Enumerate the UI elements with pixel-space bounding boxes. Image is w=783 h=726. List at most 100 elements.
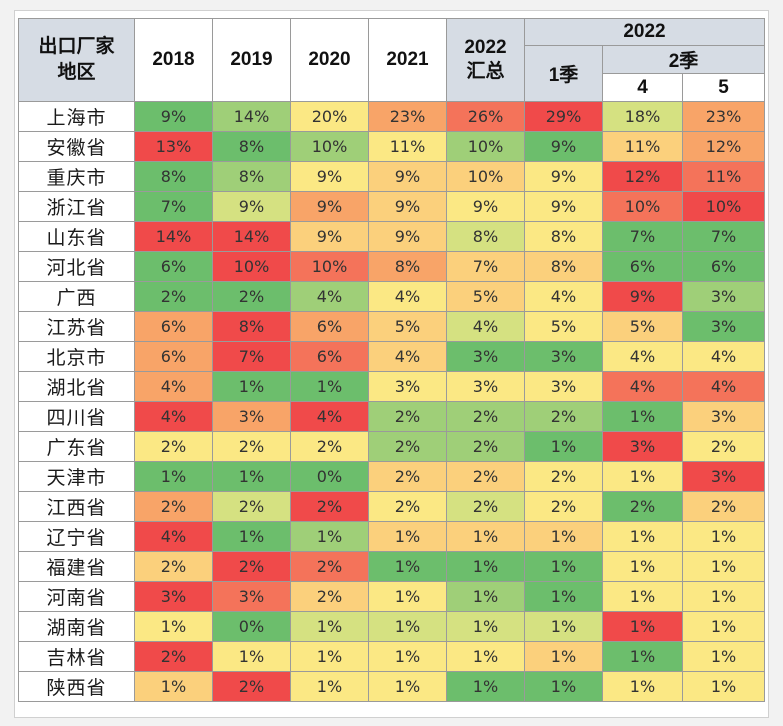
value-cell: 3% [212,581,291,612]
summary-header-line2: 汇总 [466,61,505,82]
region-cell: 安徽省 [18,131,135,162]
table-row: 湖南省 1% 0% 1% 1% 1% 1% 1% 1% [18,611,766,642]
value-cell: 1% [212,371,291,402]
table-row: 安徽省 13% 8% 10% 11% 10% 9% 11% 12% [18,131,766,162]
value-cell: 1% [446,551,525,582]
region-cell: 福建省 [18,551,135,582]
value-cell: 10% [290,131,369,162]
q1-header: 1季 [524,45,603,102]
value-cell: 6% [134,251,213,282]
region-cell: 北京市 [18,341,135,372]
summary-2022-header: 2022 汇总 [446,18,525,102]
value-cell: 1% [602,401,683,432]
value-cell: 5% [524,311,603,342]
value-cell: 6% [681,251,766,282]
table-row: 河南省 3% 3% 2% 1% 1% 1% 1% 1% [18,581,766,612]
value-cell: 2% [212,671,291,702]
value-cell: 1% [602,551,683,582]
value-cell: 8% [212,131,291,162]
table-row: 陕西省 1% 2% 1% 1% 1% 1% 1% 1% [18,671,766,702]
value-cell: 1% [524,551,603,582]
value-cell: 6% [134,311,213,342]
value-cell: 1% [212,641,291,672]
region-cell: 河北省 [18,251,135,282]
region-cell: 辽宁省 [18,521,135,552]
value-cell: 8% [368,251,447,282]
value-cell: 5% [368,311,447,342]
value-cell: 2% [212,551,291,582]
value-cell: 4% [290,281,369,312]
region-cell: 湖南省 [18,611,135,642]
table-row: 天津市 1% 1% 0% 2% 2% 2% 1% 3% [18,461,766,492]
region-cell: 四川省 [18,401,135,432]
value-cell: 2% [681,431,766,462]
value-cell: 9% [212,191,291,222]
region-header-line2: 地区 [57,62,96,83]
value-cell: 2% [681,491,766,522]
region-cell: 江西省 [18,491,135,522]
value-cell: 9% [524,191,603,222]
value-cell: 14% [212,221,291,252]
value-cell: 1% [368,551,447,582]
value-cell: 3% [602,431,683,462]
value-cell: 7% [602,221,683,252]
region-cell: 山东省 [18,221,135,252]
value-cell: 9% [602,281,683,312]
table-row: 四川省 4% 3% 4% 2% 2% 2% 1% 3% [18,401,766,432]
value-cell: 2% [602,491,683,522]
value-cell: 23% [681,101,766,132]
value-cell: 9% [290,191,369,222]
value-cell: 2% [446,461,525,492]
value-cell: 26% [446,101,525,132]
value-cell: 8% [524,221,603,252]
value-cell: 1% [290,671,369,702]
value-cell: 10% [446,131,525,162]
value-cell: 1% [681,611,766,642]
value-cell: 1% [290,641,369,672]
value-cell: 9% [524,131,603,162]
value-cell: 3% [134,581,213,612]
value-cell: 2% [290,551,369,582]
value-cell: 4% [602,341,683,372]
value-cell: 2% [446,491,525,522]
value-cell: 1% [212,521,291,552]
value-cell: 1% [602,641,683,672]
value-cell: 9% [290,161,369,192]
value-cell: 10% [290,251,369,282]
value-cell: 2% [368,491,447,522]
value-cell: 1% [290,371,369,402]
value-cell: 5% [446,281,525,312]
value-cell: 2% [290,581,369,612]
value-cell: 2% [134,281,213,312]
value-cell: 8% [212,161,291,192]
value-cell: 10% [212,251,291,282]
value-cell: 13% [134,131,213,162]
value-cell: 4% [681,341,766,372]
table-row: 湖北省 4% 1% 1% 3% 3% 3% 4% 4% [18,371,766,402]
value-cell: 4% [134,371,213,402]
table-row: 河北省 6% 10% 10% 8% 7% 8% 6% 6% [18,251,766,282]
table-row: 福建省 2% 2% 2% 1% 1% 1% 1% 1% [18,551,766,582]
value-cell: 2% [134,551,213,582]
value-cell: 9% [134,101,213,132]
region-cell: 湖北省 [18,371,135,402]
table-row: 江苏省 6% 8% 6% 5% 4% 5% 5% 3% [18,311,766,342]
value-cell: 4% [368,281,447,312]
year-header-2021: 2021 [368,18,447,102]
value-cell: 1% [524,521,603,552]
value-cell: 23% [368,101,447,132]
value-cell: 1% [602,611,683,642]
table-row: 山东省 14% 14% 9% 9% 8% 8% 7% 7% [18,221,766,252]
value-cell: 11% [681,161,766,192]
value-cell: 2% [524,401,603,432]
value-cell: 2% [368,401,447,432]
value-cell: 10% [446,161,525,192]
value-cell: 4% [524,281,603,312]
value-cell: 9% [446,191,525,222]
value-cell: 9% [368,191,447,222]
value-cell: 1% [602,521,683,552]
value-cell: 1% [290,611,369,642]
value-cell: 7% [681,221,766,252]
value-cell: 2% [524,461,603,492]
value-cell: 1% [681,521,766,552]
